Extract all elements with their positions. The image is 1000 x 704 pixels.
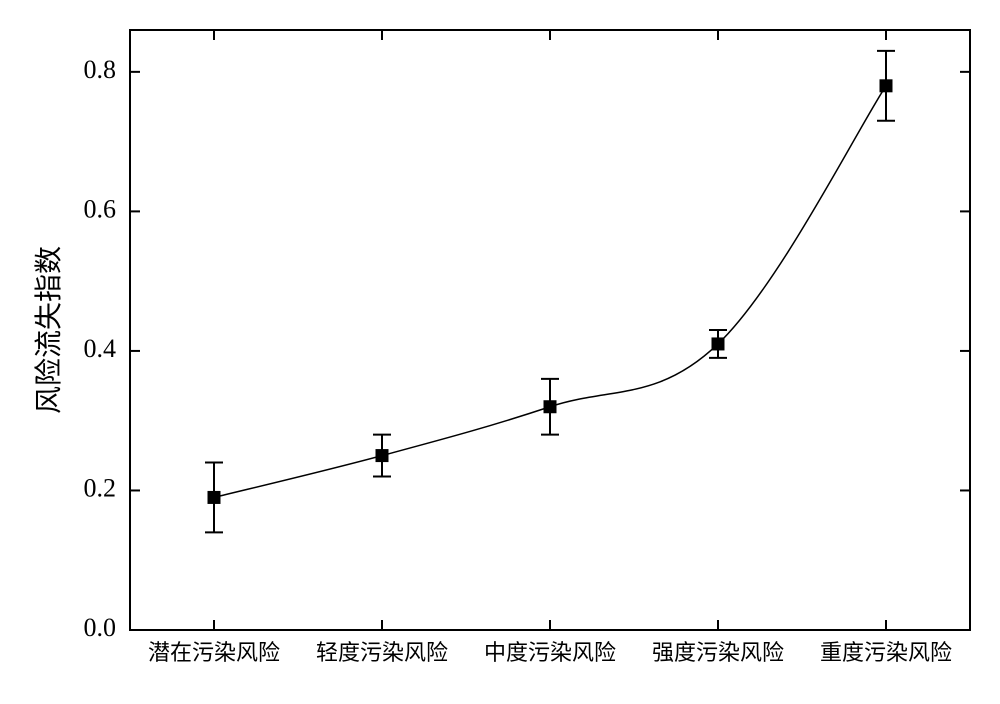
data-marker — [712, 338, 724, 350]
x-tick-label: 轻度污染风险 — [316, 640, 448, 665]
chart-svg: 0.0 0.2 0.4 0.6 0.8 风险流失指数潜在污染风险 轻度污染风险 中度污染风险 强… — [0, 0, 1000, 704]
data-marker — [880, 80, 892, 92]
x-tick-label: 潜在污染风险 — [148, 640, 280, 665]
y-tick-label: 0.4 — [84, 334, 117, 363]
y-tick-label: 0.2 — [84, 473, 117, 502]
data-marker — [376, 450, 388, 462]
chart-background — [0, 0, 1000, 704]
data-marker — [544, 401, 556, 413]
y-tick-label: 0.6 — [84, 194, 117, 223]
x-tick-label: 中度污染风险 — [484, 640, 616, 665]
x-tick-label: 强度污染风险 — [652, 640, 784, 665]
x-tick-label: 重度污染风险 — [820, 640, 952, 665]
y-axis-label: 风险流失指数 — [33, 246, 65, 414]
y-tick-label: 0.8 — [84, 55, 117, 84]
chart-container: 0.0 0.2 0.4 0.6 0.8 风险流失指数潜在污染风险 轻度污染风险 中度污染风险 强… — [0, 0, 1000, 704]
y-tick-label: 0.0 — [84, 613, 117, 642]
data-marker — [208, 491, 220, 503]
